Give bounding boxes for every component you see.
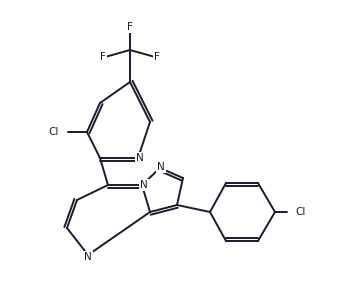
Text: F: F [154,52,160,62]
Text: Cl: Cl [295,207,305,217]
Text: N: N [136,153,144,163]
Text: F: F [100,52,106,62]
Text: N: N [157,162,165,172]
Text: N: N [140,180,148,190]
Text: F: F [127,22,133,32]
Text: Cl: Cl [49,127,59,137]
Text: N: N [84,252,92,262]
